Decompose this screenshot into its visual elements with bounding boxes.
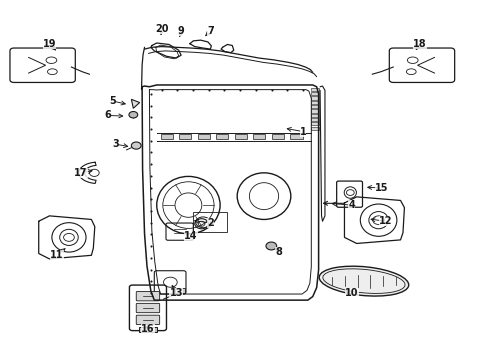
Bar	[160, 134, 172, 139]
Text: 10: 10	[345, 288, 358, 298]
Bar	[311, 114, 318, 117]
Text: 2: 2	[206, 218, 213, 228]
Polygon shape	[131, 99, 140, 108]
Text: 3: 3	[112, 139, 119, 149]
Bar	[197, 134, 209, 139]
Text: 11: 11	[50, 250, 63, 260]
Text: 19: 19	[42, 39, 56, 49]
Text: 13: 13	[169, 288, 183, 298]
Text: 9: 9	[177, 26, 184, 36]
FancyBboxPatch shape	[136, 292, 159, 301]
Text: 6: 6	[104, 111, 111, 121]
Ellipse shape	[319, 266, 408, 296]
Text: 15: 15	[374, 183, 388, 193]
Text: 8: 8	[275, 247, 282, 257]
Bar	[311, 118, 318, 121]
Text: 1: 1	[299, 127, 306, 136]
Text: 4: 4	[347, 200, 354, 210]
Circle shape	[265, 242, 276, 250]
Text: 16: 16	[141, 324, 154, 334]
Bar	[290, 134, 302, 139]
Bar	[271, 134, 284, 139]
Text: 18: 18	[412, 39, 426, 49]
Bar	[311, 127, 318, 130]
FancyBboxPatch shape	[136, 303, 159, 313]
Text: 14: 14	[184, 231, 197, 240]
Bar	[253, 134, 265, 139]
Circle shape	[131, 142, 141, 149]
Bar	[179, 134, 191, 139]
Bar	[311, 109, 318, 113]
Bar	[216, 134, 228, 139]
Bar	[311, 96, 318, 100]
FancyBboxPatch shape	[136, 315, 159, 324]
Bar	[311, 101, 318, 104]
Bar	[311, 122, 318, 126]
Text: 17: 17	[74, 168, 88, 178]
Bar	[174, 288, 184, 293]
Bar	[311, 92, 318, 95]
Text: 7: 7	[206, 26, 213, 36]
Bar	[311, 105, 318, 108]
Circle shape	[129, 112, 138, 118]
Text: 20: 20	[155, 24, 168, 35]
Bar	[234, 134, 246, 139]
Text: 5: 5	[109, 96, 116, 106]
Bar	[139, 327, 157, 332]
Text: 12: 12	[378, 216, 392, 226]
Bar	[311, 88, 318, 91]
Bar	[193, 212, 227, 232]
